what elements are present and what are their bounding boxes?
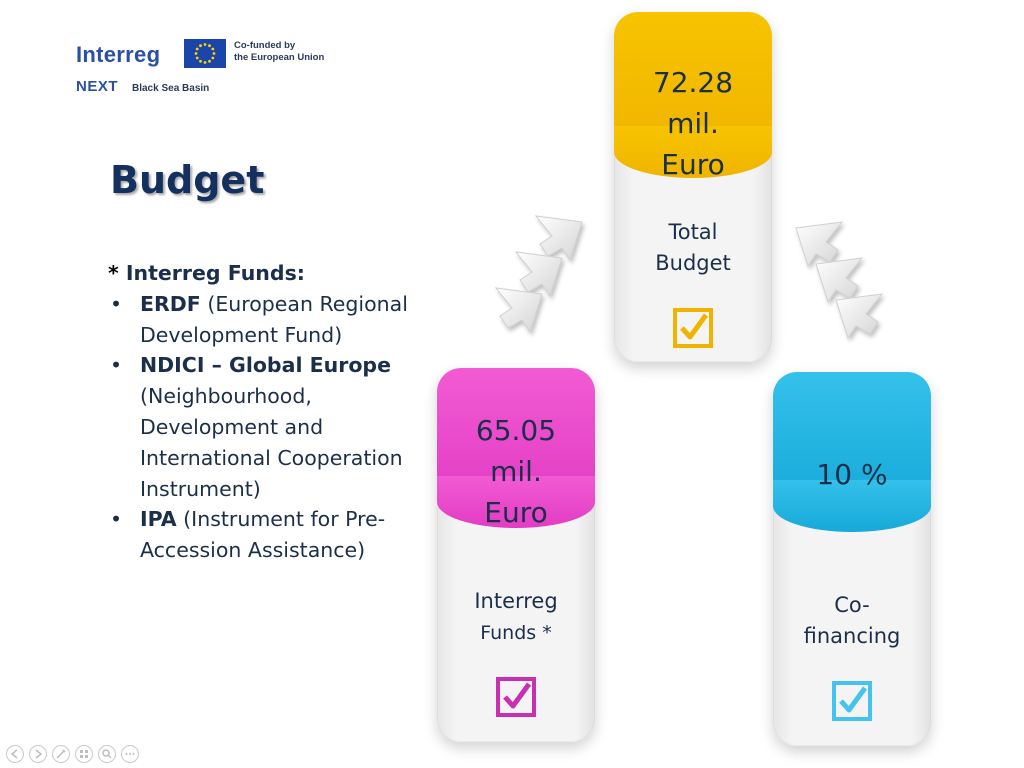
magnifier-icon	[102, 749, 112, 759]
slides-grid-icon	[80, 750, 88, 758]
interreg-funds-label: Interreg Funds *	[437, 586, 595, 649]
arrow-right-icon	[35, 749, 43, 759]
funds-heading-star: *	[108, 261, 119, 285]
fund-description: (Neighbourhood, Development and Internat…	[140, 384, 403, 501]
funds-list: * Interreg Funds: ERDF (European Regiona…	[108, 258, 408, 566]
total-budget-label: Total Budget	[655, 220, 731, 275]
fund-description: (European Regional Development Fund)	[140, 291, 408, 347]
slide-title: Budget	[110, 158, 265, 202]
fund-name: ERDF	[140, 291, 201, 316]
interreg-funds-header	[437, 368, 595, 528]
next-slide-button[interactable]	[29, 745, 47, 763]
interreg-logo: Interreg Co-funded by the European Union…	[76, 38, 356, 100]
fund-description: (Instrument for Pre-Accession Assistance…	[140, 507, 386, 563]
interreg-funds-label-main: Interreg	[474, 589, 558, 613]
eu-flag-icon	[184, 39, 226, 68]
more-options-button[interactable]	[121, 745, 139, 763]
logo-interreg-text: Interreg	[76, 42, 161, 67]
arrow-left-icon	[10, 749, 18, 759]
total-budget-header	[614, 12, 772, 178]
logo-region-text: Black Sea Basin	[132, 83, 210, 94]
checkbox-checked-icon	[496, 677, 536, 717]
total-budget-value: 72.28 mil. Euro	[652, 66, 734, 181]
previous-slide-button[interactable]	[6, 745, 24, 763]
slideshow-controls	[6, 745, 139, 763]
checkbox-checked-icon	[832, 681, 872, 721]
fund-item-ndici: NDICI – Global Europe (Neighbourhood, De…	[108, 350, 408, 504]
checkbox-checked-icon	[673, 308, 713, 348]
cofinancing-header	[773, 372, 931, 532]
interreg-funds-card: 65.05 mil. Euro Interreg Funds *	[437, 368, 595, 742]
fund-name: NDICI – Global Europe	[140, 353, 391, 378]
more-dots-icon	[125, 753, 135, 755]
funds-heading-text: Interreg Funds:	[118, 261, 305, 285]
interreg-funds-value: 65.05 mil. Euro	[475, 414, 557, 529]
fund-name: IPA	[140, 507, 177, 532]
pen-button[interactable]	[52, 745, 70, 763]
cofinancing-label: Co- financing	[803, 593, 901, 648]
cofinancing-value: 10 %	[816, 458, 888, 491]
pen-icon	[56, 749, 66, 759]
cofinancing-card: 10 % Co- financing	[773, 372, 931, 746]
total-budget-card: 72.28 mil. Euro Total Budget	[614, 12, 772, 362]
funds-heading: * Interreg Funds:	[108, 258, 408, 289]
fund-item-ipa: IPA (Instrument for Pre-Accession Assist…	[108, 504, 408, 566]
interreg-funds-label-sub: Funds *	[480, 622, 552, 644]
logo-next-text: NEXT	[76, 78, 119, 95]
chevron-arrow-icon	[494, 215, 583, 334]
chevron-arrow-icon	[795, 221, 884, 340]
cofunded-text: Co-funded by the European Union	[234, 40, 325, 63]
see-all-slides-button[interactable]	[75, 745, 93, 763]
fund-item-erdf: ERDF (European Regional Development Fund…	[108, 289, 408, 351]
zoom-button[interactable]	[98, 745, 116, 763]
